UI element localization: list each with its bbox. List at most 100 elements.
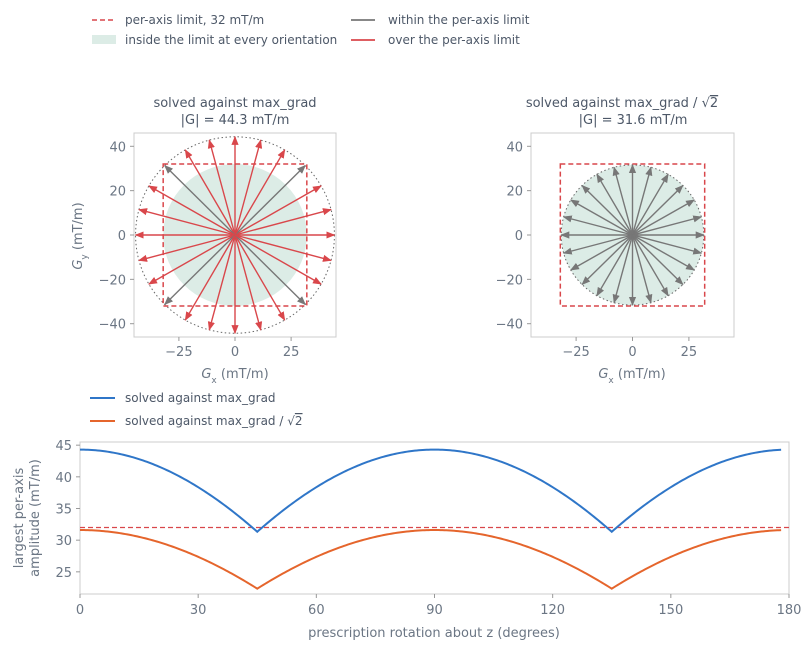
series-max-grad-line xyxy=(79,448,782,534)
panel1-xtick-label: 0 xyxy=(231,345,239,360)
line-chart-frame xyxy=(79,441,790,595)
top-legend: per-axis limit, 32 mT/m inside the limit… xyxy=(92,13,530,47)
panel1-vector-120deg xyxy=(184,149,236,236)
panel2-vector-75deg xyxy=(631,166,653,236)
line-chart-ytick-label: 35 xyxy=(55,503,72,518)
bottom-legend: solved against max_grad solved against m… xyxy=(90,391,303,428)
panel1-xtick-label: 25 xyxy=(283,345,300,360)
panel2-ticks: −25 0 25 40 20 0 −20 −40 xyxy=(496,140,698,360)
panel2-ytick-label: 0 xyxy=(515,229,523,244)
panel1-vector-225deg xyxy=(164,234,236,306)
panel2-vector-45deg xyxy=(632,184,684,236)
line-chart-xtick-label: 150 xyxy=(658,603,683,618)
panel2-vector-255deg xyxy=(612,234,634,304)
panel1-plot-area xyxy=(134,135,336,335)
line-chart-xtick-label: 30 xyxy=(190,603,207,618)
line-chart-xtick-label: 0 xyxy=(76,603,84,618)
legend-over-label: over the per-axis limit xyxy=(388,33,520,47)
panel2-ytick-label: 20 xyxy=(506,185,523,200)
panel2-xtick-label: −25 xyxy=(562,345,589,360)
panel1-vector-330deg xyxy=(234,234,322,285)
panel2-vector-105deg xyxy=(612,166,634,236)
legend-inside-swatch xyxy=(92,35,116,44)
panel1-vector-195deg xyxy=(138,234,236,262)
line-chart-ylabel-line1: largest per-axis xyxy=(12,468,27,569)
panel1-ylabel: Gy (mT/m) xyxy=(71,202,90,269)
panel1-vector-345deg xyxy=(234,234,332,262)
panel1-vector-150deg xyxy=(148,185,236,236)
series-max-grad-sqrt2-line xyxy=(79,529,782,590)
panel2-ytick-label: −40 xyxy=(496,318,523,333)
panel2-vector-150deg xyxy=(569,199,633,236)
line-chart-ytick-label: 25 xyxy=(55,566,72,581)
panel1-vector-105deg xyxy=(207,139,236,236)
line-chart-ylabel-line2: amplitude (mT/m) xyxy=(28,459,43,577)
line-chart-xtick-label: 90 xyxy=(426,603,443,618)
legend-within-label: within the per-axis limit xyxy=(388,13,530,27)
panel2-vector-120deg xyxy=(596,173,634,236)
line-chart: 0 30 60 90 120 150 180 45 40 35 30 25 prescription … xyxy=(12,439,801,641)
legend-limit-label: per-axis limit, 32 mT/m xyxy=(125,13,264,27)
line-chart-ytick-label: 30 xyxy=(55,534,72,549)
panel1-vector-210deg xyxy=(148,234,236,285)
panel2-vector-225deg xyxy=(581,234,633,286)
panel1-vector-75deg xyxy=(234,139,263,236)
line-chart-ytick-label: 40 xyxy=(55,471,72,486)
panel1-ytick-label: 20 xyxy=(109,185,126,200)
line-chart-xtick-label: 120 xyxy=(540,603,565,618)
panel2-vector-135deg xyxy=(581,184,633,236)
panel2-vector-315deg xyxy=(632,234,684,286)
panel2-xlabel: Gx (mT/m) xyxy=(598,367,665,386)
panel2-vector-195deg xyxy=(562,234,633,255)
panel1-title-line1: solved against max_grad xyxy=(153,96,316,111)
panel1-vector-30deg xyxy=(234,185,322,236)
legend-inside-label: inside the limit at every orientation xyxy=(125,33,337,47)
panel2-vector-345deg xyxy=(632,234,703,255)
panel1-vector-255deg xyxy=(207,234,236,331)
panel1-vector-135deg xyxy=(164,164,236,236)
panel2-vector-210deg xyxy=(569,234,633,271)
line-chart-ytick-label: 45 xyxy=(55,439,72,454)
line-chart-xlabel: prescription rotation about z (degrees) xyxy=(308,626,560,641)
panel-max-grad-sqrt2: solved against max_grad / √2 |G| = 31.6 … xyxy=(496,96,735,386)
panel2-vector-240deg xyxy=(596,234,634,297)
line-chart-xtick-label: 180 xyxy=(777,603,802,618)
panel2-vector-15deg xyxy=(632,215,703,236)
panel1-ytick-label: 40 xyxy=(109,140,126,155)
panel1-title-line2: |G| = 44.3 mT/m xyxy=(181,113,290,128)
panel2-vector-300deg xyxy=(631,234,669,297)
panel1-xtick-label: −25 xyxy=(165,345,192,360)
panel1-vector-315deg xyxy=(234,234,306,306)
panel2-vector-60deg xyxy=(631,173,669,236)
panel1-xlabel: Gx (mT/m) xyxy=(201,367,268,386)
panel2-ytick-label: 40 xyxy=(506,140,523,155)
panel2-xtick-label: 0 xyxy=(628,345,636,360)
panel2-vector-285deg xyxy=(631,234,653,304)
panel1-vector-285deg xyxy=(234,234,263,331)
panel1-vector-300deg xyxy=(234,234,286,321)
panel-max-grad: solved against max_grad |G| = 44.3 mT/m … xyxy=(71,96,337,386)
panel2-title-line2: |G| = 31.6 mT/m xyxy=(579,113,688,128)
panel2-xtick-label: 25 xyxy=(681,345,698,360)
panel1-vector-240deg xyxy=(184,234,236,321)
panel2-vector-330deg xyxy=(632,234,696,271)
panel1-vector-15deg xyxy=(234,208,332,236)
line-chart-ticks: 0 30 60 90 120 150 180 45 40 35 30 25 xyxy=(55,439,801,618)
panel2-title-line1: solved against max_grad / √2 xyxy=(526,96,718,111)
panel1-ytick-label: −20 xyxy=(99,273,126,288)
panel1-ytick-label: −40 xyxy=(99,318,126,333)
legend-blue-label: solved against max_grad xyxy=(125,391,276,405)
panel2-plot-area xyxy=(559,163,706,307)
panel1-vector-60deg xyxy=(234,149,286,236)
panel1-vector-45deg xyxy=(234,164,306,236)
legend-orange-label: solved against max_grad / √2 xyxy=(125,414,303,428)
panel2-vector-30deg xyxy=(632,199,696,236)
line-chart-xtick-label: 60 xyxy=(308,603,325,618)
panel2-vector-165deg xyxy=(562,215,633,236)
panel1-ticks: −25 0 25 40 20 0 −20 −40 xyxy=(99,140,300,360)
line-chart-plot-area xyxy=(79,448,789,590)
panel2-ytick-label: −20 xyxy=(496,273,523,288)
panel1-ytick-label: 0 xyxy=(118,229,126,244)
panel1-vector-165deg xyxy=(138,208,236,236)
